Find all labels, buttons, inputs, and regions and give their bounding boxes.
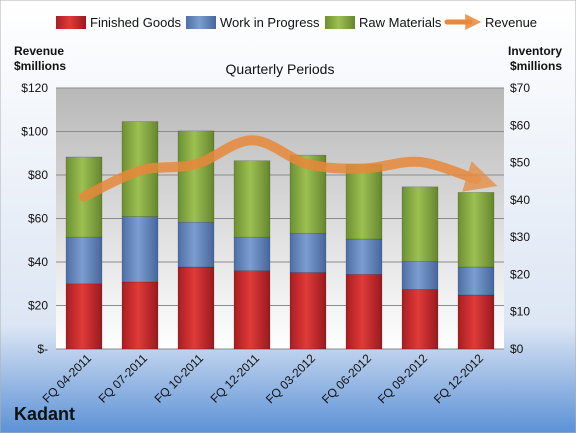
bar-finished-goods [65, 283, 103, 350]
revenue-line-layer [79, 135, 498, 202]
legend-item-work-in-progress: Work in Progress [186, 15, 320, 30]
bar-work-in-progress [345, 238, 383, 275]
legend-item-raw-materials: Raw Materials [325, 15, 442, 30]
legend-swatch-raw-materials [325, 16, 355, 29]
bars [65, 121, 495, 350]
bar-work-in-progress [177, 221, 215, 268]
right-tick-label: $60 [510, 118, 530, 132]
bar-raw-materials [233, 160, 271, 238]
legend-label-finished-goods: Finished Goods [90, 15, 182, 30]
company-name: Kadant [14, 404, 75, 424]
chart-title: Quarterly Periods [226, 61, 335, 77]
right-tick-label: $20 [510, 267, 530, 281]
left-tick-label: $40 [28, 255, 48, 269]
bar-finished-goods [177, 266, 215, 350]
right-tick-label: $70 [510, 81, 530, 95]
right-axis-ticks: $0 $10 $20 $30 $40 $50 $60 $70 [510, 81, 530, 356]
bar-finished-goods [457, 294, 495, 350]
bar-finished-goods [345, 274, 383, 350]
right-axis-title-line2: $millions [510, 59, 562, 73]
right-tick-label: $50 [510, 156, 530, 170]
left-tick-label: $100 [21, 125, 48, 139]
legend: Finished Goods Work in Progress Raw Mate… [56, 13, 537, 31]
right-tick-label: $40 [510, 193, 530, 207]
left-tick-label: $80 [28, 168, 48, 182]
bar-raw-materials [401, 186, 439, 262]
legend-label-raw-materials: Raw Materials [359, 15, 442, 30]
left-tick-label: $60 [28, 212, 48, 226]
bar-work-in-progress [457, 266, 495, 296]
bar-work-in-progress [289, 233, 327, 273]
legend-item-finished-goods: Finished Goods [56, 15, 182, 30]
revenue-line [79, 135, 498, 202]
left-axis-title-line2: $millions [14, 59, 66, 73]
legend-label-work-in-progress: Work in Progress [220, 15, 320, 30]
left-tick-label: $- [37, 342, 48, 356]
right-axis-title-line1: Inventory [508, 44, 562, 58]
left-axis-ticks: $- $20 $40 $60 $80 $100 $120 [21, 81, 48, 356]
legend-item-revenue: Revenue [444, 13, 537, 31]
right-tick-label: $30 [510, 230, 530, 244]
bar-work-in-progress [65, 236, 103, 285]
bar-raw-materials [177, 130, 215, 223]
bar-raw-materials [345, 164, 383, 240]
bar-work-in-progress [401, 261, 439, 290]
bar-finished-goods [233, 270, 271, 350]
legend-swatch-finished-goods [56, 16, 86, 29]
bar-finished-goods [401, 289, 439, 350]
bar-work-in-progress [233, 236, 271, 271]
legend-label-revenue: Revenue [485, 15, 537, 30]
bar-finished-goods [289, 272, 327, 350]
bar-work-in-progress [121, 216, 159, 283]
legend-swatch-work-in-progress [186, 16, 216, 29]
left-tick-label: $20 [28, 299, 48, 313]
left-tick-label: $120 [21, 81, 48, 95]
bar-finished-goods [121, 281, 159, 350]
right-tick-label: $0 [510, 342, 524, 356]
right-tick-label: $10 [510, 305, 530, 319]
left-axis-title-line1: Revenue [14, 44, 64, 58]
bar-raw-materials [457, 192, 495, 268]
